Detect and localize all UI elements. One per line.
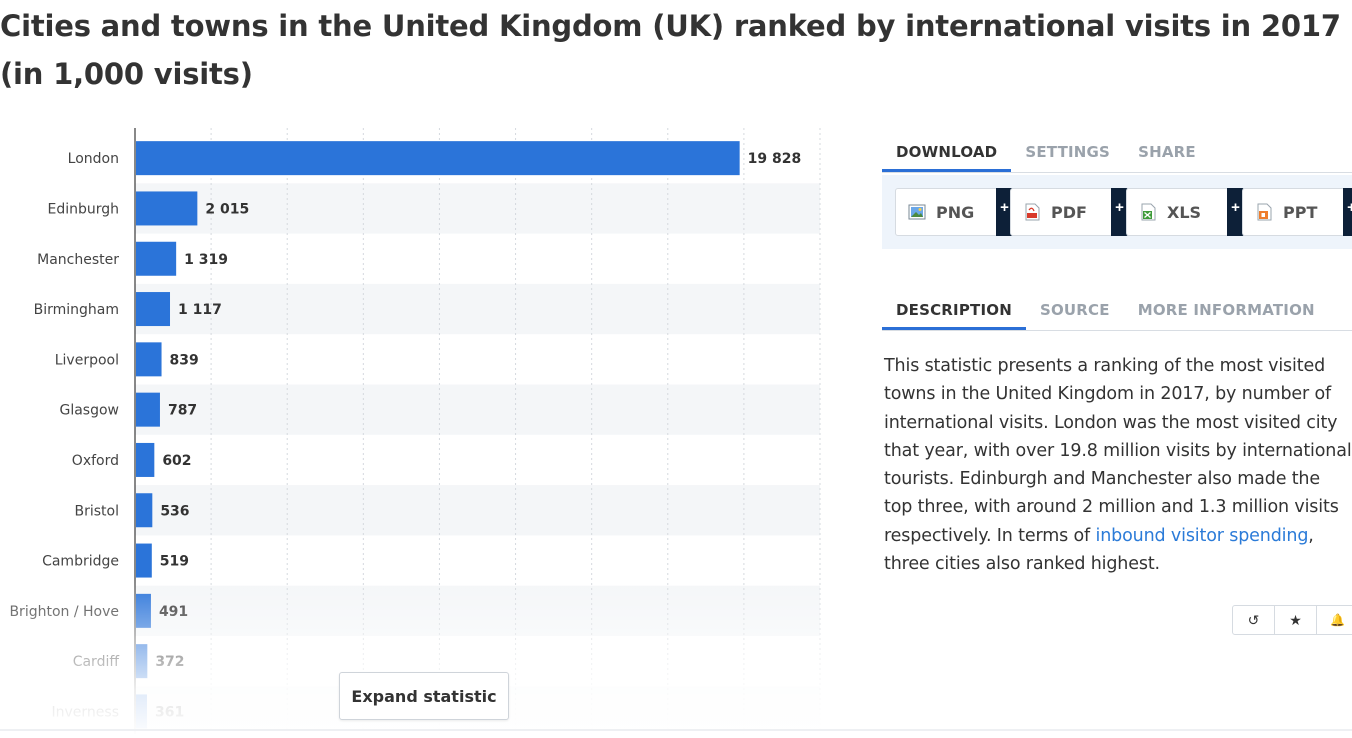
description-tail: , three cities also ranked highest. (884, 525, 1314, 575)
category-label: Cambridge (42, 554, 119, 570)
description-text: This statistic presents a ranking of the… (884, 352, 1352, 578)
bar-12 (136, 694, 147, 729)
category-label: Glasgow (59, 403, 119, 419)
category-label: Brighton / Hove (9, 604, 119, 620)
bar-8 (136, 493, 153, 528)
png-plus-icon[interactable]: + (996, 188, 1013, 236)
category-label: Oxford (72, 453, 119, 469)
value-label: 491 (159, 604, 188, 620)
star-icon[interactable]: ★ (1275, 606, 1317, 634)
tab-download[interactable]: DOWNLOAD (882, 134, 1012, 172)
pdf-file-icon (1023, 203, 1041, 221)
value-label: 519 (160, 554, 189, 570)
bar-10 (136, 593, 151, 628)
category-label: Cardiff (73, 654, 120, 670)
tab-more-information[interactable]: MORE INFORMATION (1137, 301, 1315, 319)
value-label: 2 015 (205, 201, 249, 217)
category-label: Manchester (37, 252, 119, 268)
download-png-label: PNG (936, 202, 975, 222)
xls-file-icon (1139, 203, 1157, 221)
bar-chart: London 19 828 Edinburgh 2 015 Manchester 1 31… (0, 128, 840, 738)
bar-2 (136, 191, 198, 226)
row-band (135, 485, 820, 536)
inbound-visitor-spending-link[interactable]: inbound visitor spending (1095, 525, 1309, 546)
bar-11 (136, 644, 148, 679)
value-label: 1 117 (178, 302, 222, 318)
bar-1 (136, 141, 740, 176)
chart-svg: London 19 828 Edinburgh 2 015 Manchester 1 31… (9, 128, 821, 734)
value-label: 602 (162, 453, 191, 469)
row-band (135, 384, 820, 435)
value-label: 536 (160, 503, 189, 519)
png-file-icon (908, 203, 926, 221)
ppt-file-icon (1255, 203, 1273, 221)
pdf-plus-icon[interactable]: + (1111, 188, 1128, 236)
expand-statistic-button[interactable]: Expand statistic (339, 672, 509, 720)
bar-6 (136, 392, 160, 427)
category-label: Inverness (52, 704, 119, 720)
tab-settings[interactable]: SETTINGS (1025, 143, 1111, 161)
action-buttons: ↺ ★ 🔔 (1232, 605, 1352, 635)
page-title: Cities and towns in the United Kingdom (… (0, 9, 1341, 91)
value-label: 787 (168, 403, 197, 419)
download-ppt-button[interactable]: PPT + (1242, 188, 1352, 236)
tab-source[interactable]: SOURCE (1039, 301, 1110, 319)
xls-plus-icon[interactable]: + (1227, 188, 1244, 236)
tab-share[interactable]: SHARE (1138, 143, 1196, 161)
value-label: 372 (155, 654, 184, 670)
bell-icon[interactable]: 🔔 (1330, 613, 1345, 627)
download-png-button[interactable]: PNG + (895, 188, 1013, 236)
value-label: 1 319 (184, 252, 228, 268)
download-bar: PNG + PDF + XLS + PPT + (882, 175, 1352, 249)
ppt-plus-icon[interactable]: + (1343, 188, 1352, 236)
info-tabs: DESCRIPTION SOURCE MORE INFORMATION (882, 292, 1352, 331)
row-band (135, 183, 820, 234)
row-band (135, 585, 820, 636)
download-xls-button[interactable]: XLS + (1126, 188, 1244, 236)
download-ppt-label: PPT (1283, 202, 1318, 222)
divider (0, 729, 1352, 731)
download-xls-label: XLS (1167, 202, 1202, 222)
value-label: 19 828 (748, 151, 802, 167)
bar-5 (136, 342, 162, 377)
description-body: This statistic presents a ranking of the… (884, 356, 1352, 546)
row-band (135, 283, 820, 335)
tab-description[interactable]: DESCRIPTION (882, 292, 1026, 330)
download-pdf-button[interactable]: PDF + (1010, 188, 1128, 236)
category-label: Birmingham (34, 302, 119, 318)
bar-4 (136, 292, 171, 327)
value-label: 361 (155, 704, 184, 720)
download-tabs: DOWNLOAD SETTINGS SHARE (882, 134, 1352, 173)
download-pdf-label: PDF (1051, 202, 1087, 222)
category-label: London (68, 151, 119, 167)
category-label: Bristol (75, 503, 120, 519)
history-icon[interactable]: ↺ (1233, 606, 1275, 634)
bar-7 (136, 442, 155, 477)
bar-9 (136, 543, 152, 578)
category-label: Edinburgh (47, 201, 119, 217)
bar-3 (136, 241, 177, 276)
category-label: Liverpool (55, 352, 119, 368)
value-label: 839 (170, 352, 199, 368)
